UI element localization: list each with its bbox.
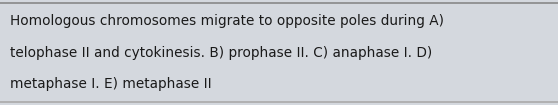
Text: telophase II and cytokinesis. B) prophase II. C) anaphase I. D): telophase II and cytokinesis. B) prophas… — [10, 45, 432, 60]
Text: metaphase I. E) metaphase II: metaphase I. E) metaphase II — [10, 77, 211, 91]
Text: Homologous chromosomes migrate to opposite poles during A): Homologous chromosomes migrate to opposi… — [10, 14, 444, 28]
